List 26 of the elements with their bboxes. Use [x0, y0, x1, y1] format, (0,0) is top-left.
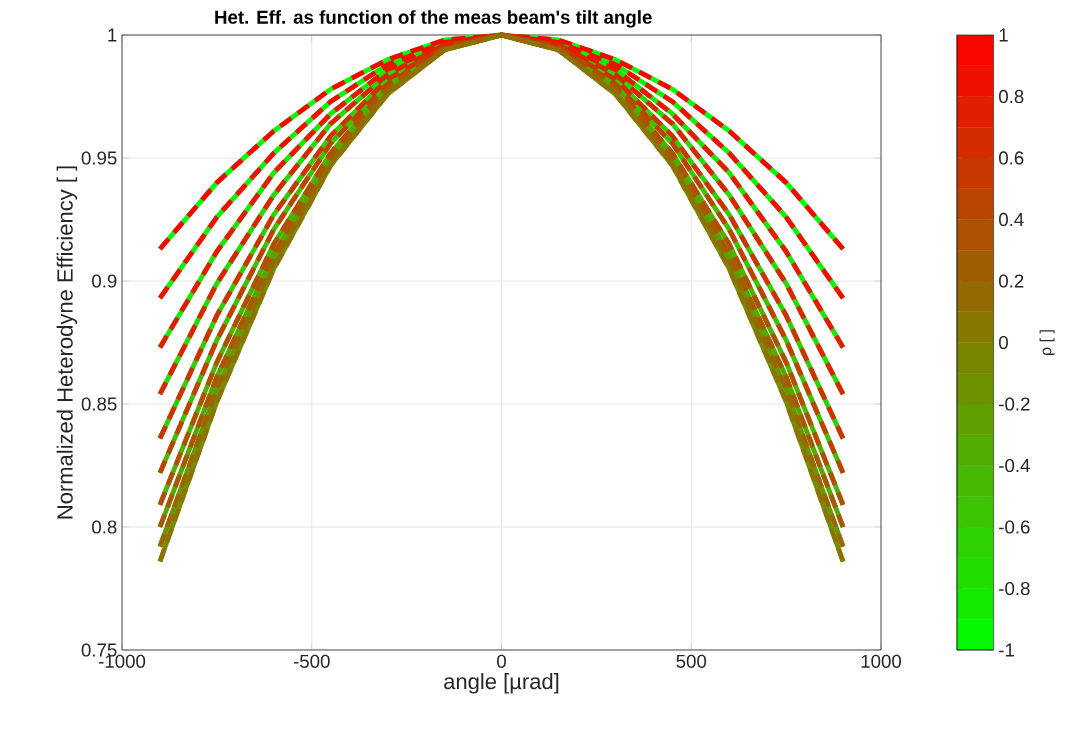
color-bar-label: -0.4	[999, 458, 1030, 473]
color-bar-label: -0.8	[999, 581, 1030, 596]
y-axis-title: Normalized Heterodyne Efficiency [ ]	[56, 166, 78, 519]
x-tick-label: 500	[676, 654, 707, 668]
color-bar-label: 0.6	[999, 151, 1024, 165]
y-tick-label: 0.95	[81, 151, 117, 165]
x-tick-label: 1000	[861, 654, 902, 668]
chart-title: Het. Eff. as function of the meas beam's tilt angle	[215, 10, 652, 28]
color-bar-label: 0.8	[999, 89, 1024, 104]
y-tick-label: 0.9	[92, 274, 117, 288]
x-tick-label: 0	[497, 654, 506, 668]
y-tick-label: 0.85	[81, 397, 117, 411]
color-bar-label: -1	[999, 643, 1014, 657]
color-bar-label: -0.6	[999, 520, 1030, 534]
color-bar-label: 0.4	[999, 212, 1024, 227]
line-series	[157, 32, 846, 252]
color-bar-label: -0.2	[999, 397, 1030, 411]
x-tick-label: -500	[293, 654, 330, 668]
x-axis-title: angle [µrad]	[444, 673, 559, 694]
line-series	[157, 32, 846, 301]
color-bar-title: ρ [ ]	[1039, 330, 1055, 355]
y-tick-label: 1	[108, 28, 117, 42]
color-bar-label: 1	[999, 28, 1008, 42]
color-bar-label: 0	[999, 335, 1008, 350]
color-bar-label: 0.2	[999, 274, 1024, 288]
y-tick-label: 0.8	[92, 520, 117, 534]
